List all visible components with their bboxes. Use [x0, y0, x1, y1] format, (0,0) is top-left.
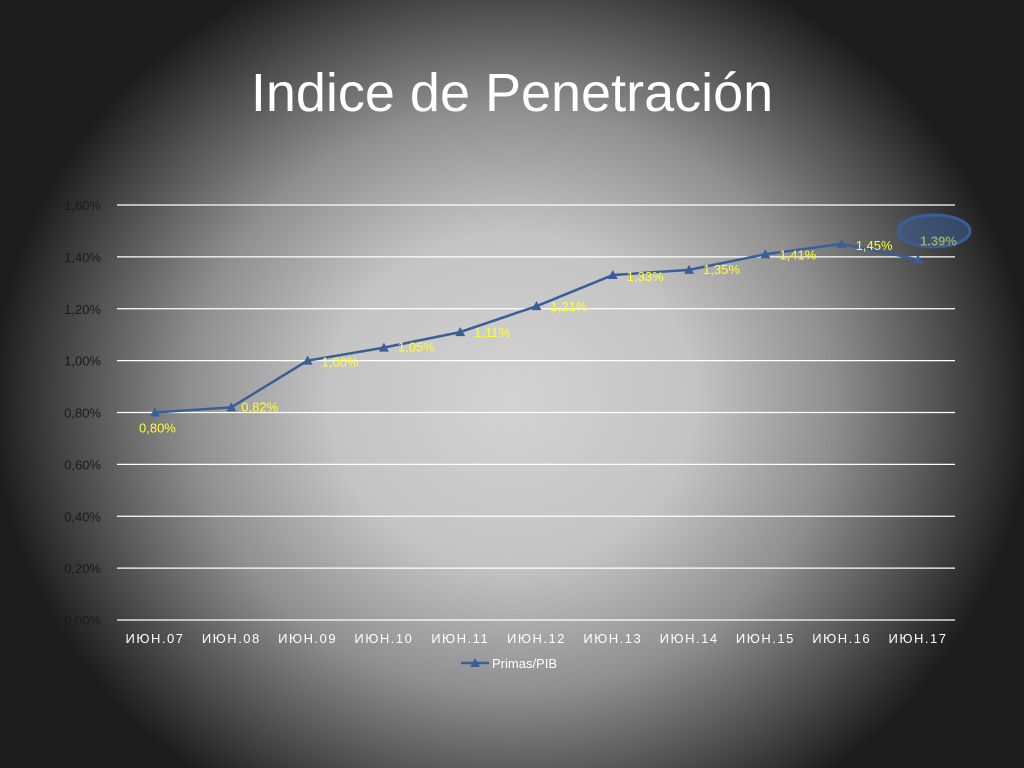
data-label: 1,05% [398, 340, 435, 355]
x-tick-label: ИЮН.07 [126, 631, 185, 646]
legend-entry-primas-pib: Primas/PIB [492, 656, 557, 671]
x-tick-label: ИЮН.13 [583, 631, 642, 646]
data-label: 1,33% [627, 269, 664, 284]
data-label: 1,11% [474, 325, 510, 340]
data-point-marker[interactable] [226, 402, 237, 412]
x-tick-label: ИЮН.16 [812, 631, 871, 646]
legend-triangle-marker [470, 658, 480, 667]
y-tick-label: 0,00% [64, 613, 101, 628]
y-tick-label: 1,20% [64, 302, 101, 317]
y-tick-label: 1,60% [64, 198, 101, 213]
y-tick-label: 0,40% [64, 509, 101, 524]
data-point-marker[interactable] [760, 249, 771, 259]
data-labels: 0,80% 0,82% 1,00% 1,05% 1,11% 1,21% 1,33% 1,35%… [139, 213, 972, 436]
data-point-marker[interactable] [684, 264, 695, 274]
data-label: 0,80% [139, 421, 176, 436]
series-primas-pib [150, 238, 923, 417]
data-label: 1,41% [779, 247, 816, 262]
data-label: 1,45% [856, 238, 893, 253]
data-label: 1,21% [551, 299, 588, 314]
data-point-marker[interactable] [302, 355, 313, 365]
data-point-marker[interactable] [531, 301, 542, 311]
y-tick-label: 1,40% [64, 250, 101, 265]
data-label: 1,00% [322, 355, 359, 370]
data-label: 1,35% [703, 262, 740, 277]
y-tick-label: 1,00% [64, 354, 101, 369]
data-point-marker[interactable] [836, 238, 847, 248]
slide-title: Indice de Penetración [250, 63, 774, 123]
x-tick-label: ИЮН.08 [202, 631, 261, 646]
y-tick-label: 0,60% [64, 457, 101, 472]
legend[interactable]: Primas/PIB [461, 656, 557, 671]
highlighted-data-label: 1.39% [920, 233, 957, 248]
x-tick-label: ИЮН.10 [354, 631, 413, 646]
gridlines [117, 204, 955, 621]
x-tick-label: ИЮН.17 [889, 631, 948, 646]
data-point-marker[interactable] [378, 342, 389, 352]
x-tick-label: ИЮН.14 [660, 631, 719, 646]
data-point-marker[interactable] [913, 254, 923, 264]
x-tick-label: ИЮН.11 [431, 631, 489, 646]
y-tick-label: 0,20% [64, 561, 101, 576]
x-tick-label: ИЮН.09 [278, 631, 337, 646]
highlight-ellipse [896, 213, 972, 249]
x-tick-label: ИЮН.15 [736, 631, 795, 646]
data-point-marker[interactable] [150, 407, 160, 417]
x-axis-tick-labels: ИЮН.07 ИЮН.08 ИЮН.09 ИЮН.10 ИЮН.11 ИЮН.12 ИЮН.… [126, 631, 948, 646]
y-axis-tick-labels: 0,00% 0,20% 0,40% 0,60% 0,80% 1,00% 1,20% 1,40%… [64, 198, 101, 628]
data-point-marker[interactable] [607, 270, 618, 280]
x-tick-label: ИЮН.12 [507, 631, 566, 646]
y-tick-label: 0,80% [64, 406, 101, 421]
data-label: 0,82% [241, 399, 278, 414]
series-line [154, 242, 919, 414]
data-point-marker[interactable] [455, 327, 466, 337]
